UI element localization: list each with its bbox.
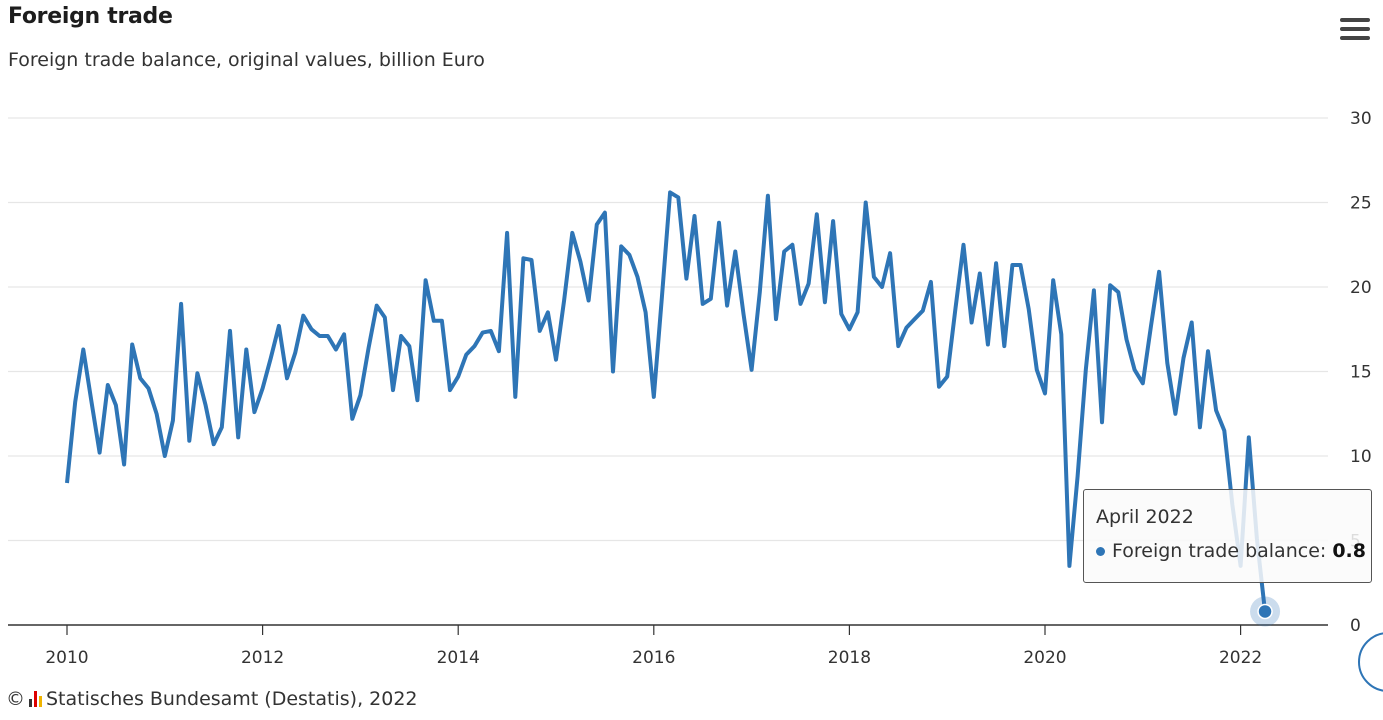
tooltip-series-label: Foreign trade balance: bbox=[1112, 540, 1327, 562]
y-tick-label: 25 bbox=[1350, 194, 1372, 214]
highlight-point[interactable] bbox=[1257, 603, 1273, 620]
chart-subtitle: Foreign trade balance, original values, … bbox=[8, 49, 485, 71]
x-tick-label: 2012 bbox=[241, 648, 284, 668]
x-tick-label: 2020 bbox=[1023, 648, 1066, 668]
series-layer bbox=[65, 190, 1281, 627]
data-tooltip: April 2022 Foreign trade balance: 0.8 bbox=[1083, 489, 1372, 583]
x-tick-label: 2022 bbox=[1219, 648, 1262, 668]
x-axis-ticks: 2010 2012 2014 2016 2018 2020 2022 bbox=[45, 625, 1262, 668]
tooltip-value: 0.8 bbox=[1332, 540, 1366, 562]
x-tick-label: 2014 bbox=[437, 648, 480, 668]
x-tick-label: 2018 bbox=[828, 648, 871, 668]
copyright-symbol: © bbox=[6, 688, 25, 710]
y-tick-label: 10 bbox=[1350, 447, 1372, 467]
x-tick-label: 2016 bbox=[632, 648, 675, 668]
credit-line: © Statisches Bundesamt (Destatis), 2022 bbox=[6, 688, 418, 710]
y-tick-label: 20 bbox=[1350, 278, 1372, 298]
x-tick-label: 2010 bbox=[45, 648, 88, 668]
tooltip-row: Foreign trade balance: 0.8 bbox=[1096, 540, 1371, 562]
series-dot-icon bbox=[1096, 546, 1105, 556]
gridlines bbox=[8, 117, 1328, 542]
y-tick-label: 0 bbox=[1350, 616, 1361, 636]
credit-text: Statisches Bundesamt (Destatis), 2022 bbox=[46, 688, 418, 710]
y-tick-label: 30 bbox=[1350, 109, 1372, 129]
destatis-logo-icon bbox=[29, 691, 42, 707]
chart-title: Foreign trade bbox=[8, 4, 173, 29]
series-line-foreign-trade-balance[interactable] bbox=[65, 190, 1267, 612]
y-axis-ticks: 051015202530 bbox=[1350, 109, 1372, 636]
y-tick-label: 15 bbox=[1350, 363, 1372, 383]
hamburger-menu-icon[interactable] bbox=[1340, 18, 1370, 44]
tooltip-title: April 2022 bbox=[1096, 506, 1194, 528]
